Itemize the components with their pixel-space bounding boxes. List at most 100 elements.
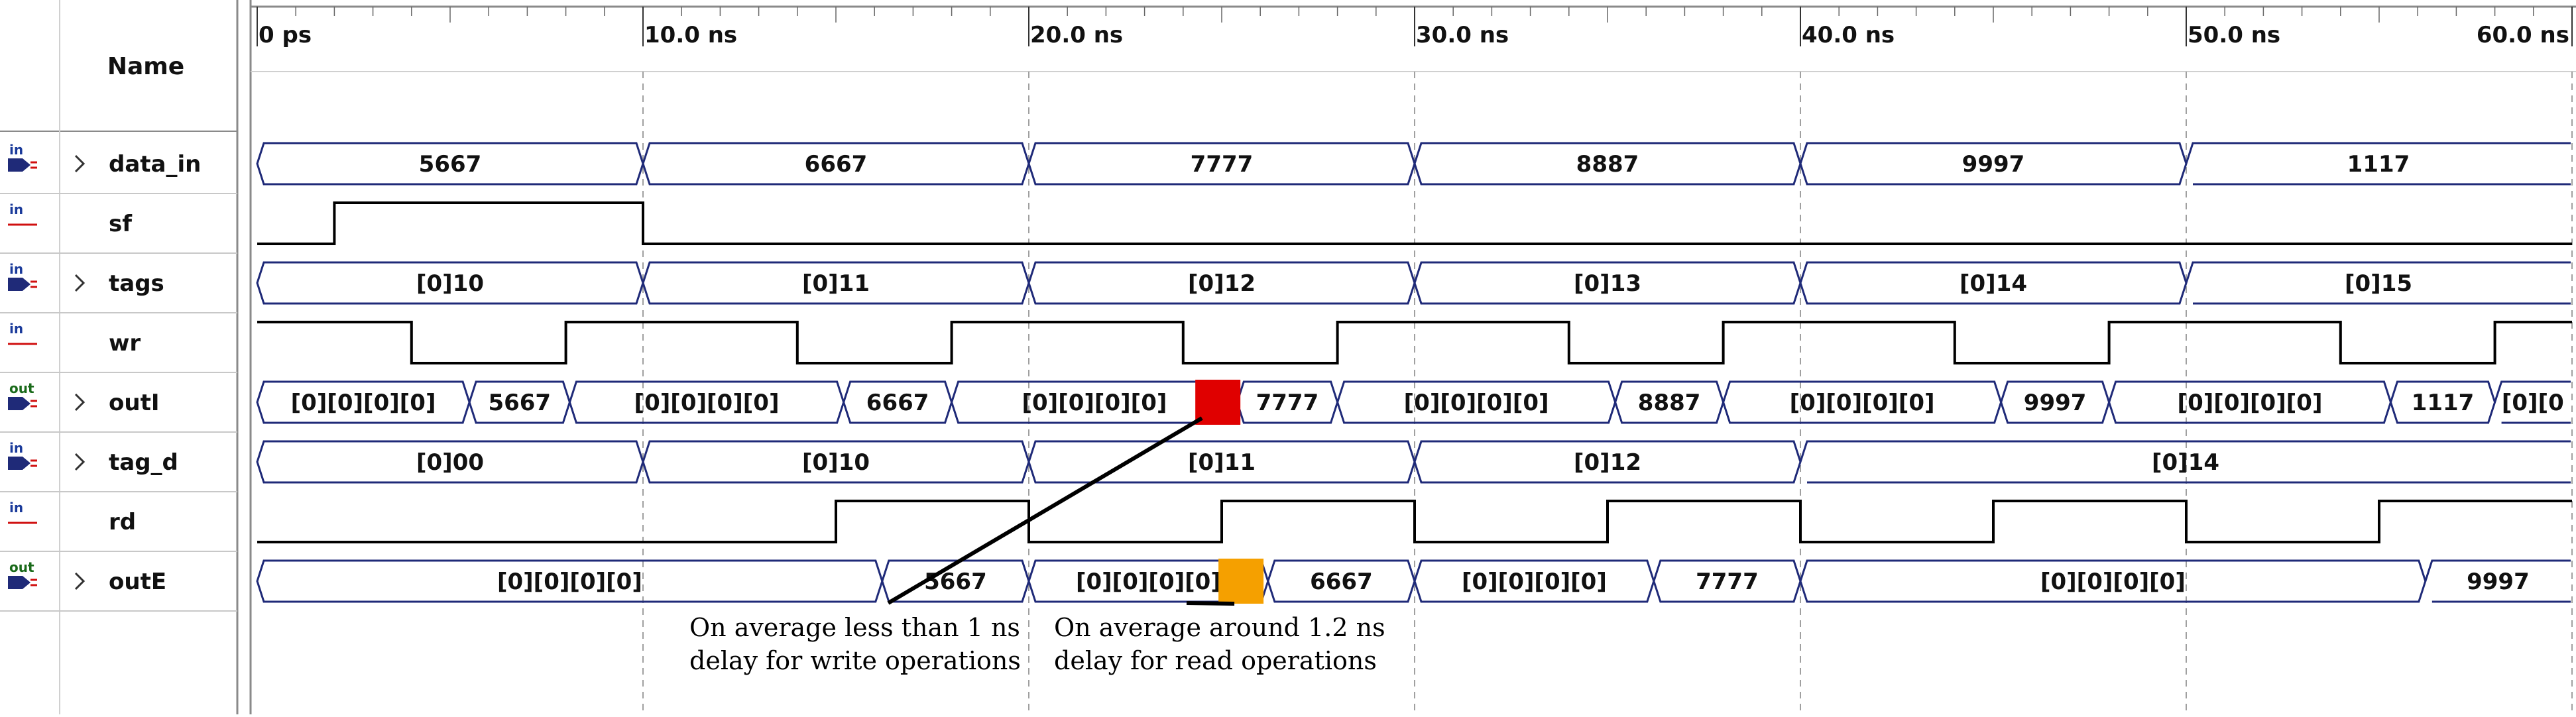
signal-name[interactable]: wr xyxy=(109,330,141,357)
chevron-right-icon[interactable] xyxy=(74,274,86,292)
signal-row-rd[interactable]: in rd xyxy=(0,500,237,552)
input-bit-icon: in xyxy=(8,500,37,524)
bus-value-label: [0]10 xyxy=(802,449,870,476)
chevron-right-icon[interactable] xyxy=(74,393,86,412)
annotations: On average less than 1 ns delay for write… xyxy=(689,380,1385,675)
bus-value-label: 7777 xyxy=(1191,151,1254,178)
output-bus-icon: out xyxy=(8,559,37,589)
waveform-rd[interactable] xyxy=(257,500,2572,543)
signal-row-data_in[interactable]: in data_in xyxy=(0,142,237,194)
bus-value-label: [0][0][0][0] xyxy=(1076,569,1221,595)
in-label-icon: in xyxy=(9,261,23,277)
in-label-icon: in xyxy=(9,321,23,337)
input-bus-icon: in xyxy=(8,440,37,470)
ruler-tick-label[interactable]: 30.0 ns xyxy=(1416,22,1509,48)
annotation-text: On average less than 1 ns xyxy=(689,613,1020,642)
bus-value-label: [0]00 xyxy=(416,449,484,476)
bus-value-label: 5667 xyxy=(419,151,482,178)
bus-value-label: [0][0][0][0] xyxy=(291,390,436,416)
in-label-icon: in xyxy=(9,142,23,158)
bus-value-label: [0][0][0][0] xyxy=(2178,390,2323,416)
bus-shape-icon xyxy=(8,576,30,589)
name-column-header[interactable]: Name xyxy=(107,53,184,80)
bus-value-label: 7777 xyxy=(1256,390,1319,416)
signal-name[interactable]: tags xyxy=(109,270,164,297)
bus-value-label: [0]14 xyxy=(2152,449,2219,476)
waveform-outI[interactable]: [0][0][0][0] 5667 [0][0][0][0] 6667 [0][0][0… xyxy=(256,380,2571,424)
bus-shape-icon xyxy=(8,397,30,410)
signal-row-tags[interactable]: in tags xyxy=(0,261,237,313)
ruler-tick-label[interactable]: 20.0 ns xyxy=(1030,22,1123,48)
signal-row-wr[interactable]: in wr xyxy=(0,321,237,373)
signal-name[interactable]: tag_d xyxy=(109,449,178,476)
ruler-tick-label[interactable]: 10.0 ns xyxy=(644,22,737,48)
bus-value-label: [0][0][0][0] xyxy=(497,569,642,595)
write-delay-annotation: On average less than 1 ns delay for write… xyxy=(689,380,1241,675)
annotation-leader-line xyxy=(1186,601,1235,606)
bus-segment[interactable] xyxy=(1799,440,2571,484)
bus-segment[interactable] xyxy=(2185,261,2571,305)
bus-value-label: 1117 xyxy=(2347,151,2410,178)
input-bus-icon: in xyxy=(8,142,37,172)
signal-name[interactable]: outI xyxy=(109,390,159,416)
bus-value-label: [0]10 xyxy=(416,270,484,297)
signal-row-sf[interactable]: in sf xyxy=(0,201,237,254)
signal-row-outI[interactable]: out outI xyxy=(0,380,237,433)
bus-value-label: [0]12 xyxy=(1188,270,1256,297)
time-ruler: 0 ps 10.0 ns 20.0 ns 30.0 ns 40.0 ns 50.0 ns 6… xyxy=(257,7,2573,48)
bit-waveform[interactable] xyxy=(257,201,2572,245)
bus-segment[interactable] xyxy=(2494,380,2571,424)
bus-shape-icon xyxy=(8,158,30,172)
bus-value-label: 5667 xyxy=(488,390,551,416)
output-bus-icon: out xyxy=(8,380,37,410)
bus-value-label: [0][0 xyxy=(2502,390,2564,416)
delay-marker xyxy=(1218,559,1264,604)
delay-marker xyxy=(1195,380,1241,425)
bus-shape-icon xyxy=(8,278,30,291)
annotation-text: delay for read operations xyxy=(1054,646,1377,675)
out-label-icon: out xyxy=(9,380,34,396)
bus-value-label: 8887 xyxy=(1576,151,1639,178)
ruler-tick-label[interactable]: 0 ps xyxy=(259,22,312,48)
bus-value-label: 6667 xyxy=(805,151,868,178)
bus-shape-icon xyxy=(8,457,30,470)
bus-value-label: [0]13 xyxy=(1574,270,1641,297)
waveform-wr[interactable] xyxy=(257,321,2572,364)
bus-value-label: [0]11 xyxy=(802,270,870,297)
waveform-tags[interactable]: [0]10 [0]11 [0]12 [0]13 [0]14 [0]15 xyxy=(256,261,2571,305)
bus-value-label: 8887 xyxy=(1638,390,1701,416)
annotation-leader-line xyxy=(887,416,1203,605)
signal-row-tag_d[interactable]: in tag_d xyxy=(0,440,237,492)
chevron-right-icon[interactable] xyxy=(74,453,86,471)
in-label-icon: in xyxy=(9,201,23,217)
bus-value-label: [0][0][0][0] xyxy=(1022,390,1167,416)
signal-name[interactable]: sf xyxy=(109,211,133,237)
chevron-right-icon[interactable] xyxy=(74,154,86,173)
bus-value-label: [0][0][0][0] xyxy=(634,390,780,416)
waveform-outE[interactable]: [0][0][0][0] 5667 [0][0][0][0] 6667 [0][0][0… xyxy=(256,559,2571,603)
waveform-data_in[interactable]: 5667 6667 7777 8887 9997 1117 xyxy=(256,142,2571,186)
signal-name[interactable]: outE xyxy=(109,569,166,595)
bit-waveform[interactable] xyxy=(257,500,2572,543)
annotation-text: delay for write operations xyxy=(689,646,1021,675)
waveform-tag_d[interactable]: [0]00 [0]10 [0]11 [0]12 [0]14 xyxy=(256,440,2571,484)
signal-name[interactable]: rd xyxy=(109,509,136,535)
bus-value-label: [0][0][0][0] xyxy=(1462,569,1607,595)
ruler-tick-label[interactable]: 50.0 ns xyxy=(2188,22,2280,48)
bus-segment[interactable] xyxy=(2424,559,2571,603)
bus-value-label: 9997 xyxy=(1962,151,2025,178)
ruler-tick-label[interactable]: 60.0 ns xyxy=(2477,22,2569,48)
bus-value-label: [0][0][0][0] xyxy=(1790,390,1935,416)
chevron-right-icon[interactable] xyxy=(74,572,86,590)
bit-waveform[interactable] xyxy=(257,321,2572,364)
signal-name[interactable]: data_in xyxy=(109,151,201,178)
waveform-sf[interactable] xyxy=(257,201,2572,245)
ruler-tick-label[interactable]: 40.0 ns xyxy=(1802,22,1895,48)
signal-row-outE[interactable]: out outE xyxy=(0,559,237,612)
bus-value-label: [0][0][0][0] xyxy=(2040,569,2186,595)
bus-value-label: 5667 xyxy=(924,569,987,595)
bus-segment[interactable] xyxy=(2185,142,2571,186)
waveforms: 5667 6667 7777 8887 9997 1117 [0]10 [0]11 [0]12 [… xyxy=(256,142,2572,603)
